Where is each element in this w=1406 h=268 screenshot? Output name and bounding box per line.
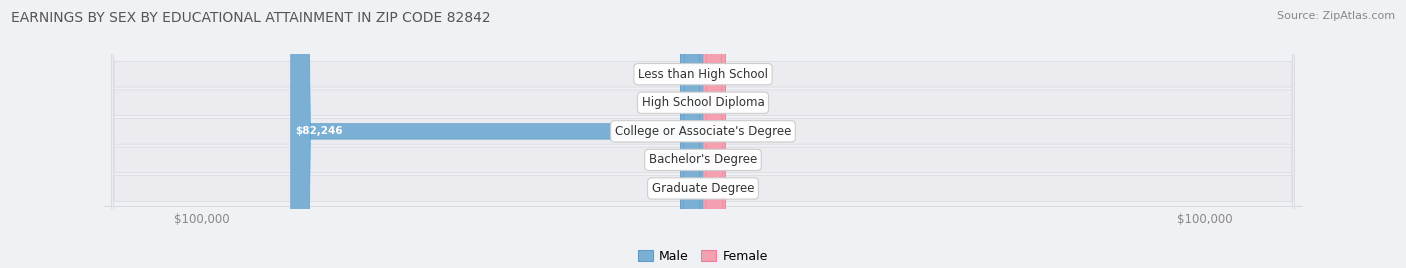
Text: $0: $0 [728,69,741,79]
FancyBboxPatch shape [703,0,725,268]
FancyBboxPatch shape [111,0,1295,268]
Text: $0: $0 [728,184,741,193]
Text: $82,246: $82,246 [295,126,343,136]
Text: High School Diploma: High School Diploma [641,96,765,109]
Text: $0: $0 [665,155,678,165]
Text: Less than High School: Less than High School [638,68,768,81]
Text: Graduate Degree: Graduate Degree [652,182,754,195]
FancyBboxPatch shape [681,0,703,268]
Text: $0: $0 [728,98,741,108]
Text: Bachelor's Degree: Bachelor's Degree [650,153,756,166]
Text: $0: $0 [665,184,678,193]
Legend: Male, Female: Male, Female [633,245,773,268]
FancyBboxPatch shape [111,0,1295,268]
Text: $0: $0 [665,69,678,79]
FancyBboxPatch shape [681,0,703,268]
Text: $0: $0 [728,126,741,136]
FancyBboxPatch shape [291,0,703,268]
FancyBboxPatch shape [111,0,1295,268]
FancyBboxPatch shape [111,0,1295,268]
Text: $0: $0 [665,98,678,108]
FancyBboxPatch shape [703,0,725,268]
Text: College or Associate's Degree: College or Associate's Degree [614,125,792,138]
Text: $0: $0 [728,155,741,165]
FancyBboxPatch shape [681,0,703,268]
Text: EARNINGS BY SEX BY EDUCATIONAL ATTAINMENT IN ZIP CODE 82842: EARNINGS BY SEX BY EDUCATIONAL ATTAINMEN… [11,11,491,25]
FancyBboxPatch shape [703,0,725,268]
FancyBboxPatch shape [111,0,1295,268]
Text: Source: ZipAtlas.com: Source: ZipAtlas.com [1277,11,1395,21]
FancyBboxPatch shape [681,0,703,268]
FancyBboxPatch shape [703,0,725,268]
FancyBboxPatch shape [703,0,725,268]
